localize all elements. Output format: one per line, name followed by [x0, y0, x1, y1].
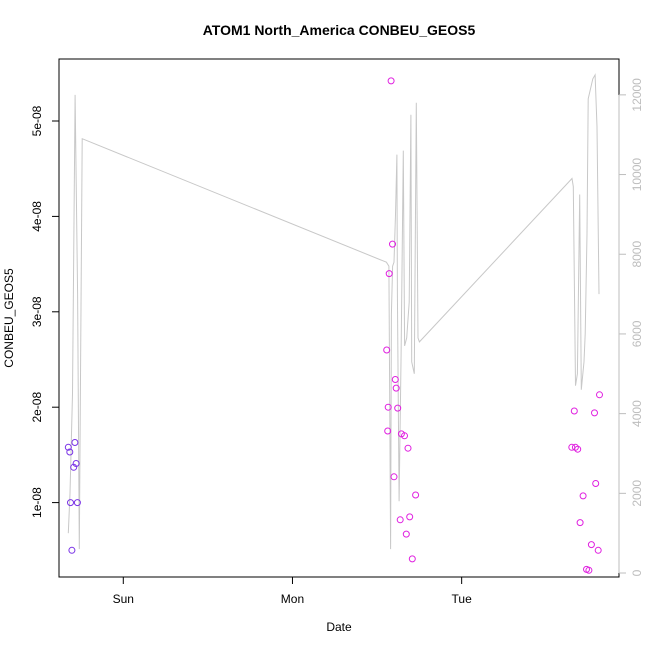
y2-tick-label: 6000	[630, 320, 644, 347]
y2-tick-label: 10000	[630, 158, 644, 192]
series-0-point	[73, 499, 81, 507]
series-1-point	[401, 432, 408, 440]
series-1-point	[396, 516, 404, 524]
y-tick-label: 5e-08	[30, 105, 44, 136]
y-axis-right: 0 2000 4000 6000 8000 10000 12000	[618, 78, 644, 576]
plot-frame	[58, 58, 620, 578]
y2-tick-label: 4000	[630, 400, 644, 427]
y2-tick-label: 0	[630, 569, 644, 576]
series-1-point	[404, 444, 412, 452]
series-1-point	[576, 519, 584, 527]
series-0-point	[68, 546, 76, 554]
series-1-point	[384, 403, 392, 411]
series-1-point	[408, 555, 416, 563]
series-1-point	[585, 566, 593, 574]
series-1-point	[391, 376, 399, 383]
y2-tick-label: 12000	[630, 78, 644, 112]
x-tick-label: Sun	[113, 592, 134, 606]
series-0-point	[67, 499, 74, 507]
series-2-line	[67, 73, 600, 550]
series-1-point	[394, 404, 402, 412]
series-1-point	[406, 513, 414, 521]
chart-title: ATOM1 North_America CONBEU_GEOS5	[203, 22, 476, 38]
series-1-point	[594, 546, 602, 554]
series-1-point	[390, 473, 398, 481]
y-tick-label: 1e-08	[30, 487, 44, 518]
series-0-point	[64, 443, 72, 451]
x-tick-label: Mon	[281, 592, 304, 606]
y-axis-left: 1e-08 2e-08 3e-08 4e-08 5e-08	[30, 105, 60, 518]
series-0-point	[72, 460, 80, 467]
series-1-point	[392, 384, 400, 392]
series-1-point	[389, 240, 396, 248]
series-1-point	[571, 443, 579, 451]
y-tick-label: 3e-08	[30, 296, 44, 327]
series-1-point	[592, 480, 600, 487]
series-0-point	[71, 439, 79, 446]
x-axis-label: Date	[326, 620, 352, 634]
x-axis: Sun Mon Tue	[113, 576, 473, 606]
series-1-point	[587, 541, 595, 549]
series-1-point	[387, 77, 395, 85]
series-1-point	[402, 530, 410, 538]
series-1-point	[384, 427, 392, 435]
y-tick-label: 2e-08	[30, 392, 44, 423]
series-1-point	[579, 492, 587, 500]
series-1-point	[574, 445, 582, 453]
series-0-point	[66, 448, 74, 456]
series-1-point	[412, 491, 420, 499]
y2-tick-label: 2000	[630, 480, 644, 507]
y-axis-label: CONBEU_GEOS5	[2, 268, 16, 368]
series-1-point	[596, 391, 603, 399]
x-tick-label: Tue	[452, 592, 473, 606]
series-1-point	[383, 346, 391, 354]
y-tick-label: 4e-08	[30, 201, 44, 232]
series-1-point	[570, 407, 578, 415]
series-1-point	[591, 409, 598, 417]
y2-tick-label: 8000	[630, 241, 644, 268]
series-layer	[64, 73, 603, 574]
series-0-point	[70, 463, 78, 471]
series-1-point	[385, 270, 393, 278]
